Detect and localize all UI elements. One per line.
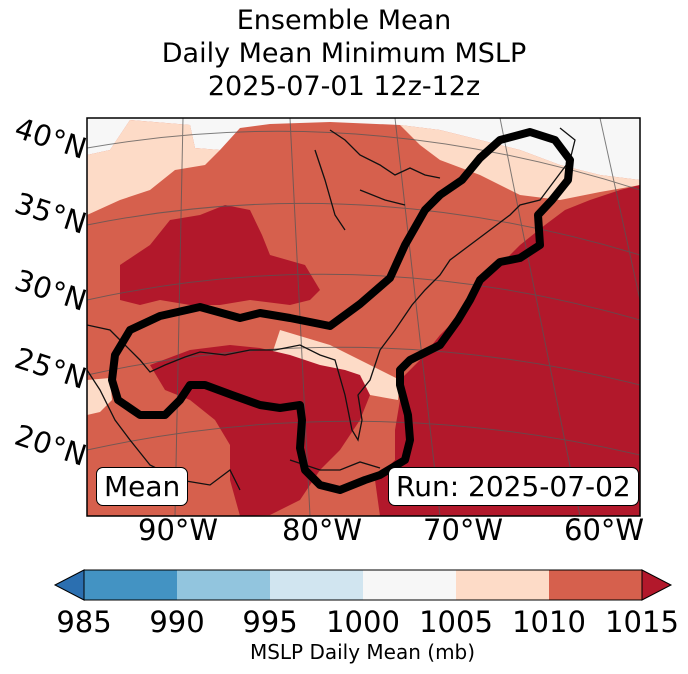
colorbar-segment-1000-1005 (363, 570, 456, 600)
colorbar-segment-1010-1015 (549, 570, 642, 600)
map-border (86, 117, 641, 517)
colorbar-tick-1010: 1010 (512, 605, 586, 639)
mslp-region-1010-1015-atlantic (375, 185, 640, 516)
mslp-region-1010-1015-inland (120, 205, 320, 305)
colorbar-tick-1000: 1000 (326, 605, 400, 639)
colorbar-segment-990-995 (177, 570, 270, 600)
colorbar-tick-985: 985 (56, 605, 112, 639)
mslp-region-1005-1010-light (87, 120, 220, 215)
colorbar-extend-high (641, 569, 673, 601)
lon-label-80w: 80°W (282, 513, 363, 547)
title-line-3: 2025-07-01 12z-12z (207, 71, 481, 102)
mean-badge: Mean (96, 467, 189, 506)
title-line-2: Daily Mean Minimum MSLP (161, 38, 527, 69)
lon-label-90w: 90°W (138, 513, 219, 547)
mslp-region-1000-1005 (87, 118, 640, 180)
run-badge: Run: 2025-07-02 (388, 467, 639, 506)
lon-label-70w: 70°W (423, 513, 504, 547)
mslp-region-1005-1010-light-east (400, 125, 640, 200)
colorbar-label: MSLP Daily Mean (mb) (249, 640, 476, 664)
colorbar-frame (83, 569, 643, 601)
colorbar-tick-990: 990 (149, 605, 205, 639)
colorbar-tick-1005: 1005 (419, 605, 493, 639)
mslp-region-1005-1010-light-west (87, 378, 112, 415)
colorbar-tick-1015: 1015 (605, 605, 679, 639)
colorbar-segment-1005-1010 (456, 570, 549, 600)
colorbar-extend-low (53, 569, 85, 601)
mslp-contour-1015 (108, 128, 574, 494)
colorbar-segment-995-1000 (270, 570, 363, 600)
colorbar-segment-985-990 (84, 570, 177, 600)
lon-label-60w: 60°W (564, 513, 645, 547)
title-line-1: Ensemble Mean (236, 5, 452, 36)
colorbar-tick-995: 995 (242, 605, 298, 639)
